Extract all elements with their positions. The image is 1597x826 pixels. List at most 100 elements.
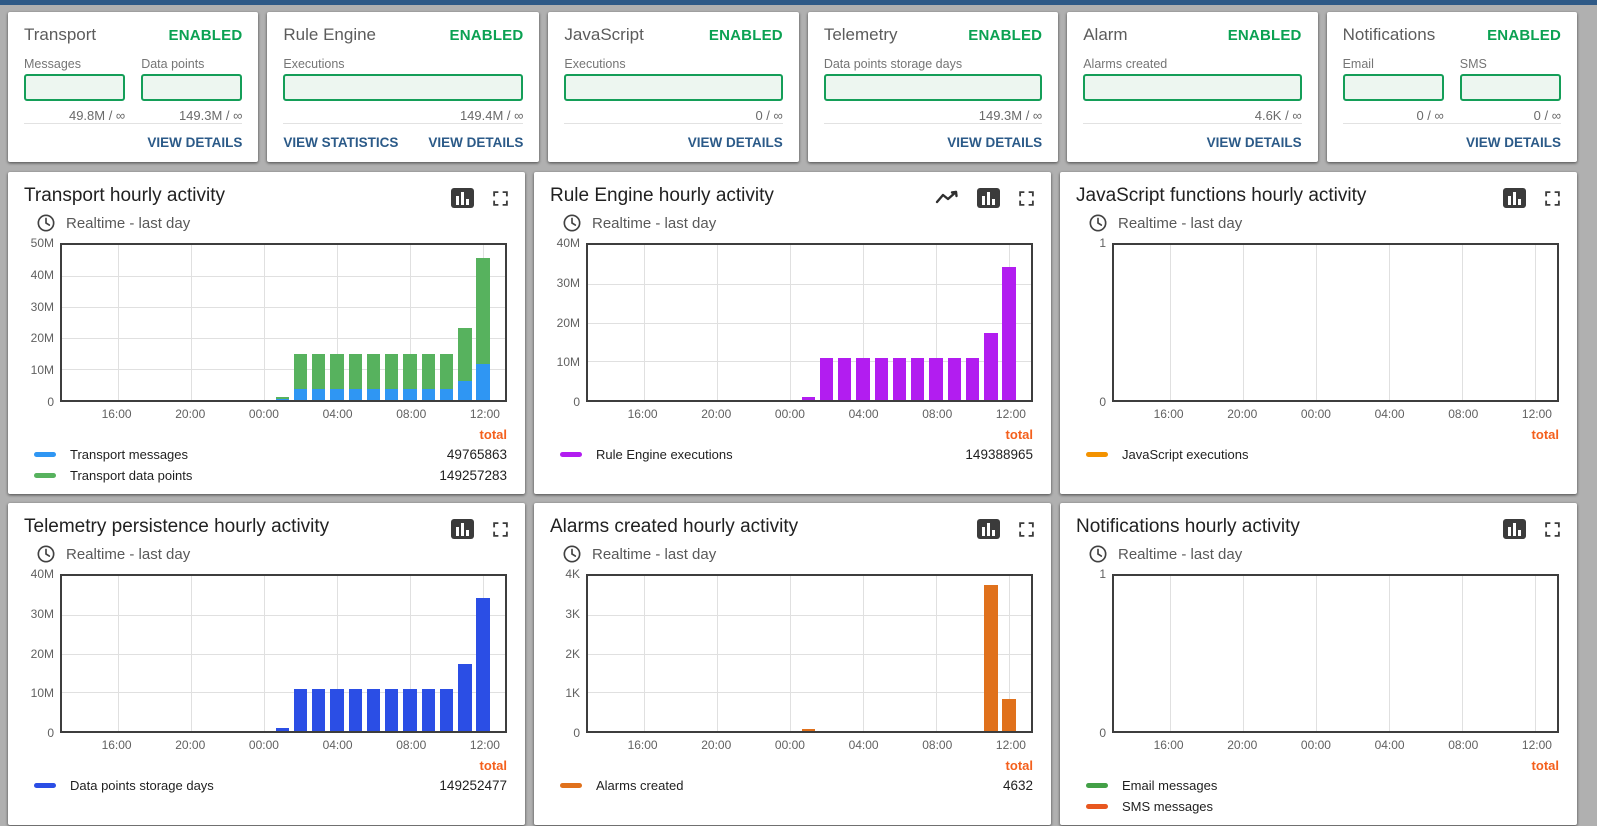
legend-label: Transport data points — [70, 468, 193, 483]
timewindow-button[interactable]: Realtime - last day — [562, 213, 774, 233]
view-statistics-link[interactable]: VIEW STATISTICS — [283, 135, 399, 150]
gridline-vertical — [1316, 576, 1318, 731]
bar — [1002, 698, 1016, 731]
x-tick-label: 00:00 — [1300, 407, 1331, 421]
gridline-horizontal — [588, 361, 1031, 363]
view-details-link[interactable]: VIEW DETAILS — [1206, 135, 1302, 150]
card-title: Telemetry — [823, 25, 898, 44]
legend-item[interactable]: Rule Engine executions 149388965 — [550, 444, 1035, 465]
y-tick-label: 0 — [573, 726, 580, 740]
bar — [838, 358, 852, 400]
y-tick-label: 20M — [556, 315, 580, 330]
status-badge: ENABLED — [1487, 27, 1561, 44]
timewindow-button[interactable]: Realtime - last day — [1088, 544, 1300, 564]
gridline-vertical — [1316, 245, 1318, 400]
fullscreen-icon[interactable] — [492, 521, 509, 538]
timewindow-label: Realtime - last day — [1118, 545, 1243, 563]
status-badge: ENABLED — [168, 27, 243, 44]
chart-card-javascript-activity: JavaScript functions hourly activity Rea… — [1060, 172, 1577, 494]
x-axis-labels: 16:00 20:00 00:00 04:00 08:00 12:00 — [1112, 738, 1559, 754]
legend-item[interactable]: Email messages — [1076, 775, 1561, 796]
legend-item[interactable]: SMS messages — [1076, 796, 1561, 817]
usage-progress-bar — [24, 74, 126, 101]
bar — [439, 689, 454, 731]
legend-item[interactable]: Data points storage days 149252477 — [24, 775, 509, 796]
x-tick-label: 16:00 — [1153, 407, 1184, 421]
view-details-link[interactable]: VIEW DETAILS — [147, 135, 243, 150]
card-title: JavaScript — [564, 25, 644, 44]
gridline-vertical — [337, 245, 339, 400]
bar — [312, 354, 326, 389]
legend-total-header: total — [1005, 758, 1033, 773]
bar-chart-icon[interactable] — [977, 519, 1000, 539]
x-tick-label: 20:00 — [1227, 407, 1258, 421]
bar — [984, 585, 998, 731]
usage-progress-bar — [564, 74, 783, 101]
bar-chart-icon[interactable] — [451, 519, 474, 539]
timewindow-button[interactable]: Realtime - last day — [36, 213, 225, 233]
y-tick-label: 2K — [565, 646, 580, 661]
chart-title: Rule Engine hourly activity — [550, 185, 774, 206]
gridline-vertical — [191, 245, 193, 400]
bar — [984, 332, 998, 400]
gridline-vertical — [1243, 576, 1245, 731]
legend-label: Alarms created — [596, 778, 684, 793]
legend-total-header: total — [1531, 427, 1559, 442]
status-badge: ENABLED — [708, 27, 783, 44]
legend-total-value: 4632 — [1002, 778, 1033, 793]
view-details-link[interactable]: VIEW DETAILS — [687, 135, 783, 150]
bar — [874, 358, 888, 400]
fullscreen-icon[interactable] — [1018, 521, 1035, 538]
legend-total-header: total — [1531, 758, 1559, 773]
gridline-vertical — [1462, 245, 1464, 400]
legend-label: Transport messages — [70, 447, 189, 462]
x-axis-labels: 16:00 20:00 00:00 04:00 08:00 12:00 — [60, 738, 507, 754]
legend-item[interactable]: JavaScript executions — [1076, 444, 1561, 465]
legend-item[interactable]: Alarms created 4632 — [550, 775, 1035, 796]
bar — [801, 396, 815, 400]
y-tick-label: 1 — [1099, 567, 1106, 581]
chart-title: Notifications hourly activity — [1076, 516, 1300, 537]
fullscreen-icon[interactable] — [492, 190, 509, 207]
x-tick-label: 04:00 — [848, 738, 879, 752]
legend-item[interactable]: Transport data points 149257283 — [24, 465, 509, 486]
legend-color-dash — [34, 452, 56, 457]
fullscreen-icon[interactable] — [1544, 190, 1561, 207]
legend-color-dash — [34, 783, 56, 788]
view-details-link[interactable]: VIEW DETAILS — [1465, 135, 1561, 150]
status-badge: ENABLED — [449, 27, 524, 44]
gridline-horizontal — [62, 692, 505, 694]
line-chart-icon[interactable] — [935, 190, 959, 206]
usage-summary-row: Transport ENABLED Messages 49.8M / ∞ Dat… — [8, 12, 1577, 162]
x-tick-label: 16:00 — [627, 738, 658, 752]
fullscreen-icon[interactable] — [1018, 190, 1035, 207]
chart-plot-zone: 0 10M 20M 30M 40M 50M — [31, 236, 507, 409]
legend-total-value: 49765863 — [446, 447, 507, 462]
legend-item[interactable]: Transport messages 49765863 — [24, 444, 509, 465]
bar — [458, 381, 472, 400]
usage-card-telemetry: Telemetry ENABLED Data points storage da… — [807, 12, 1059, 162]
bar — [476, 364, 490, 400]
gridline-horizontal — [62, 614, 505, 616]
view-details-link[interactable]: VIEW DETAILS — [947, 135, 1043, 150]
fullscreen-icon[interactable] — [1544, 521, 1561, 538]
timewindow-button[interactable]: Realtime - last day — [562, 544, 798, 564]
status-badge: ENABLED — [1227, 27, 1302, 44]
bar-chart-icon[interactable] — [451, 188, 474, 208]
x-tick-label: 04:00 — [1374, 407, 1405, 421]
bar — [403, 354, 417, 389]
bar-chart-icon[interactable] — [1503, 519, 1526, 539]
timewindow-button[interactable]: Realtime - last day — [36, 544, 329, 564]
view-details-link[interactable]: VIEW DETAILS — [428, 135, 524, 150]
timewindow-label: Realtime - last day — [66, 214, 191, 232]
top-accent-bar — [0, 0, 1597, 5]
x-tick-label: 04:00 — [1374, 738, 1405, 752]
bar — [385, 689, 399, 731]
timewindow-button[interactable]: Realtime - last day — [1088, 213, 1366, 233]
metric-value: 49.8M / ∞ — [68, 108, 126, 123]
bar-chart-icon[interactable] — [977, 188, 1000, 208]
bar — [385, 388, 399, 400]
bar-chart-icon[interactable] — [1503, 188, 1526, 208]
bar — [421, 689, 435, 731]
bar — [348, 354, 362, 389]
